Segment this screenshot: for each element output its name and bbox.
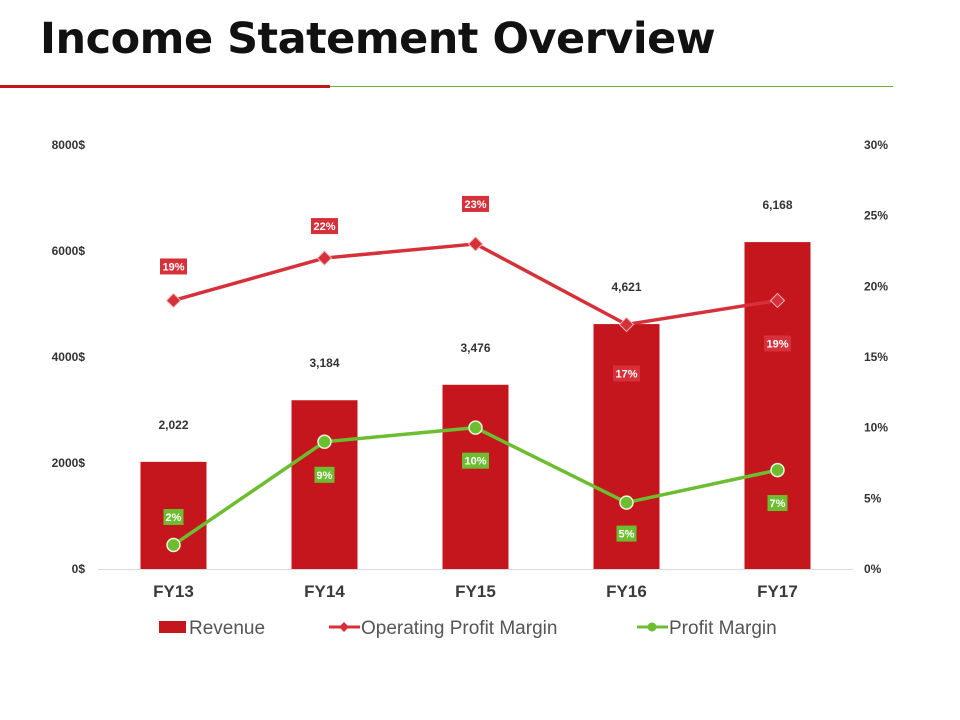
y-right-tick-label: 5% <box>864 491 882 505</box>
operating-margin-label-box <box>764 335 791 352</box>
operating-margin-marker <box>165 292 182 309</box>
y-right-tick-label: 15% <box>864 350 888 364</box>
profit-margin-data-label: 10% <box>464 456 486 468</box>
operating-margin-marker <box>769 292 786 309</box>
y-right-tick-label: 20% <box>864 279 888 293</box>
legend-swatch-revenue <box>159 621 186 633</box>
revenue-data-label: 3,184 <box>309 356 339 370</box>
legend-label-profit-margin: Profit Margin <box>669 618 777 639</box>
revenue-data-label: 3,476 <box>460 341 490 355</box>
operating-margin-data-label: 23% <box>464 199 486 211</box>
operating-margin-label-box <box>613 365 640 382</box>
y-left-tick-label: 4000$ <box>52 350 86 364</box>
profit-margin-label-box <box>314 466 335 483</box>
title-underline-red <box>0 85 330 88</box>
y-left-tick-label: 8000$ <box>52 138 86 152</box>
operating-margin-label-box <box>160 258 187 275</box>
legend-marker-operating-margin <box>339 622 349 632</box>
profit-margin-marker <box>468 420 483 435</box>
profit-margin-marker <box>619 495 634 510</box>
y-right-tick-label: 10% <box>864 421 888 435</box>
profit-margin-data-label: 2% <box>166 512 182 524</box>
revenue-bar <box>744 242 811 569</box>
y-left-tick-label: 0$ <box>72 562 86 576</box>
operating-margin-data-label: 22% <box>313 221 335 233</box>
x-category-label: FY15 <box>455 582 496 601</box>
profit-margin-label-box <box>767 495 788 512</box>
legend-label-revenue: Revenue <box>189 618 265 639</box>
profit-margin-marker <box>166 537 181 553</box>
operating-margin-data-label: 17% <box>615 368 637 380</box>
profit-margin-marker <box>770 462 785 478</box>
x-category-label: FY13 <box>153 582 194 601</box>
operating-margin-label-box <box>462 195 489 212</box>
x-category-label: FY14 <box>304 582 345 601</box>
revenue-bar <box>291 400 358 569</box>
y-right-tick-label: 25% <box>864 209 888 223</box>
profit-margin-label-box <box>462 452 489 469</box>
y-right-tick-label: 30% <box>864 138 888 152</box>
y-left-tick-label: 2000$ <box>52 456 86 470</box>
page-title: Income Statement Overview <box>40 14 716 64</box>
title-underline-green <box>330 86 893 87</box>
operating-margin-data-label: 19% <box>162 261 184 273</box>
legend-marker-profit-margin <box>647 622 657 632</box>
operating-margin-line <box>173 242 778 327</box>
x-category-label: FY16 <box>606 582 647 601</box>
y-right-tick-label: 0% <box>864 562 882 576</box>
revenue-bar <box>442 384 509 569</box>
operating-margin-marker <box>467 236 484 252</box>
legend-label-operating-margin: Operating Profit Margin <box>361 618 557 639</box>
revenue-data-label: 6,168 <box>762 198 792 212</box>
operating-margin-marker <box>618 316 635 333</box>
profit-margin-label-box <box>616 525 637 542</box>
operating-margin-marker <box>316 250 333 266</box>
revenue-data-label: 4,621 <box>611 280 641 294</box>
x-category-label: FY17 <box>757 582 798 601</box>
revenue-data-label: 2,022 <box>158 418 188 432</box>
profit-margin-data-label: 5% <box>619 529 635 541</box>
profit-margin-data-label: 7% <box>770 498 786 510</box>
profit-margin-marker <box>317 434 332 450</box>
profit-margin-data-label: 9% <box>317 470 333 482</box>
operating-margin-label-box <box>311 218 338 235</box>
profit-margin-label-box <box>163 508 184 525</box>
operating-margin-data-label: 19% <box>766 338 788 350</box>
y-left-tick-label: 6000$ <box>52 244 86 258</box>
